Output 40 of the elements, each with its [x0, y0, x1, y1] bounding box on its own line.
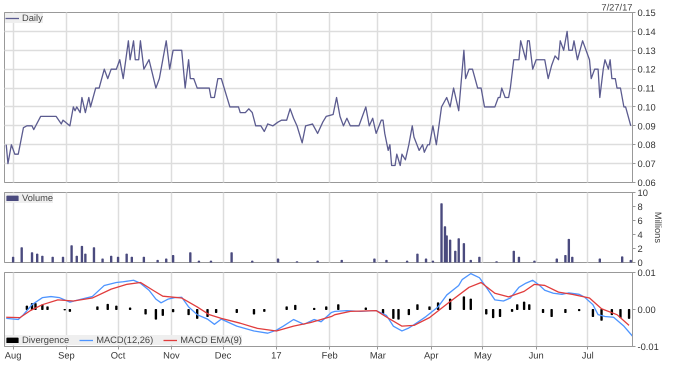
legend-label: MACD EMA(9) — [180, 335, 242, 345]
y-tick-label: 8 — [638, 202, 643, 212]
x-tick-label: 17 — [271, 350, 282, 360]
y-tick-label: 0 — [638, 258, 643, 268]
legend-label: Divergence — [22, 335, 70, 345]
legend-label: Volume — [22, 193, 54, 203]
x-tick-label: Nov — [163, 350, 180, 360]
x-tick-label: Mar — [370, 350, 386, 360]
legend-label: Daily — [22, 13, 43, 23]
x-tick-label: Dec — [214, 350, 232, 360]
y-tick-label: 0.09 — [638, 121, 656, 132]
y-tick-label: 0.08 — [638, 140, 656, 150]
x-tick-label: Aug — [4, 350, 22, 360]
x-tick-label: Oct — [110, 350, 126, 360]
x-tick-label: May — [474, 350, 492, 360]
y-tick-label: -0.01 — [638, 342, 659, 352]
line-series — [6, 282, 630, 332]
x-tick-label: Jul — [582, 350, 594, 360]
y-tick-label: 0.14 — [638, 26, 656, 37]
text: 7/27/17 — [601, 2, 632, 12]
x-tick-label: Feb — [322, 350, 338, 360]
line-series — [6, 272, 632, 337]
x-tick-label: Apr — [424, 350, 438, 360]
y-tick-label: 0.06 — [638, 178, 656, 188]
y-tick-label: 10 — [638, 188, 648, 198]
y-tick-label: 0.01 — [638, 268, 656, 278]
x-tick-label: Sep — [58, 350, 75, 360]
y-axis-title: Millions — [652, 212, 663, 244]
y-tick-label: 0.11 — [638, 84, 655, 94]
y-tick-label: 0.15 — [638, 8, 656, 18]
x-tick-label: Jun — [528, 350, 544, 360]
y-tick-label: 0.13 — [638, 46, 656, 56]
y-tick-label: 0.07 — [638, 159, 656, 170]
y-tick-label: 6 — [638, 216, 643, 226]
y-tick-label: 0.00 — [638, 305, 656, 315]
legend-label: MACD(12,26) — [96, 335, 154, 345]
y-tick-label: 2 — [638, 244, 643, 254]
y-tick-label: 0.10 — [638, 102, 656, 112]
y-tick-label: 4 — [638, 230, 643, 240]
y-tick-label: 0.12 — [638, 64, 656, 75]
